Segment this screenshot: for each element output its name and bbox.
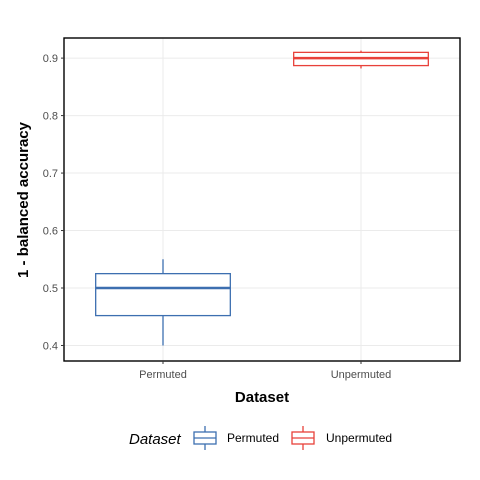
y-tick-label: 0.6 [43,226,58,238]
y-tick-label: 0.9 [43,53,58,65]
box-permuted [95,259,231,346]
x-axis-title: Dataset [235,389,289,406]
y-tick-label: 0.4 [43,340,58,352]
legend-entry-unpermuted: Unpermuted [291,426,392,450]
y-tick-label: 0.7 [43,168,58,180]
y-tick-label: 0.5 [43,283,58,295]
plot-panel-border [63,37,461,362]
y-tick-label: 0.8 [43,111,58,123]
legend-label: Unpermuted [326,431,392,445]
x-tick-label: Permuted [139,369,187,381]
y-axis-ticks: 0.4 0.5 0.6 0.7 0.8 0.9 [43,53,64,352]
legend: Dataset Permuted Unpermuted [129,426,392,450]
y-axis-title: 1 - balanced accuracy [15,121,32,278]
legend-title: Dataset [129,431,182,448]
legend-entries: Permuted Unpermuted [193,426,392,450]
box-body [95,272,231,317]
box-unpermuted [293,50,429,69]
legend-label: Permuted [227,431,279,445]
box-series [95,50,429,346]
x-axis-ticks: Permuted Unpermuted [139,361,391,381]
legend-entry-permuted: Permuted [193,426,279,450]
x-tick-label: Unpermuted [331,369,392,381]
